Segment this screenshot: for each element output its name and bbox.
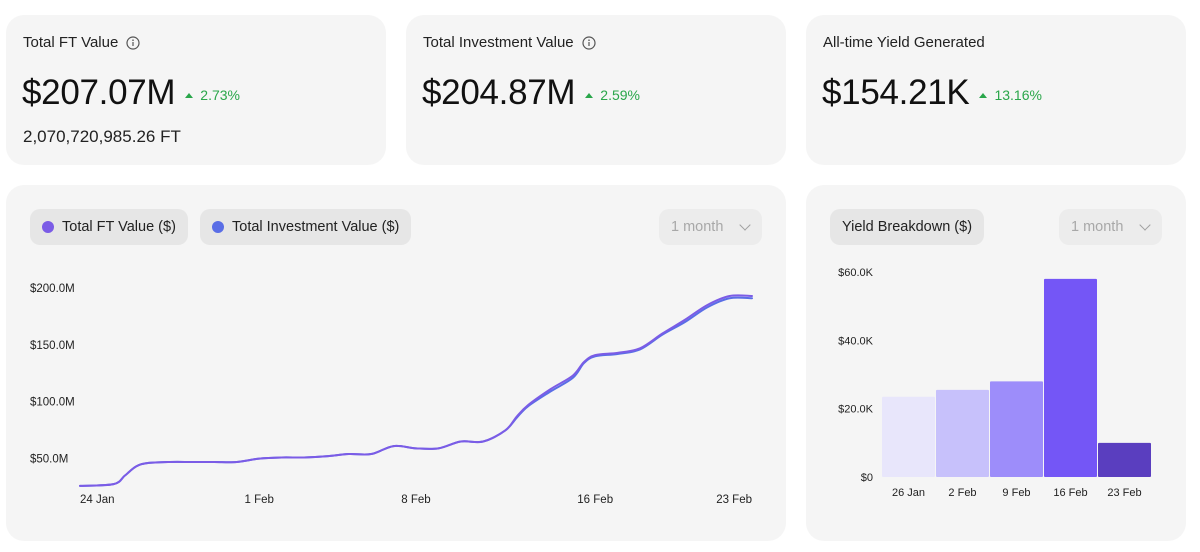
- bar: [936, 389, 989, 477]
- stat-title-text: Total Investment Value: [423, 34, 574, 51]
- legend-label: Total Investment Value ($): [232, 219, 400, 235]
- legend-dot-ft: [42, 221, 54, 233]
- y-tick-label: $200.0M: [30, 283, 75, 295]
- yield-breakdown-panel: Yield Breakdown ($) 1 month $0 $20.0K $40.…: [806, 185, 1186, 541]
- bar: [882, 396, 935, 477]
- x-tick-label: 16 Feb: [1053, 487, 1087, 499]
- range-dropdown[interactable]: 1 month: [659, 209, 762, 245]
- stat-title: All-time Yield Generated: [823, 34, 985, 51]
- stat-value: $154.21K: [822, 73, 970, 112]
- change-badge: 2.59%: [585, 87, 640, 103]
- x-tick-label: 8 Feb: [401, 494, 430, 506]
- change-value: 2.59%: [600, 87, 640, 103]
- y-tick-label: $60.0K: [838, 267, 874, 279]
- y-tick-label: $20.0K: [838, 404, 874, 416]
- x-tick-label: 2 Feb: [948, 487, 976, 499]
- yield-breakdown-title: Yield Breakdown ($): [842, 219, 973, 235]
- stat-value-row: $154.21K 13.16%: [822, 73, 1042, 113]
- stat-value: $207.07M: [22, 73, 176, 112]
- stat-title-text: Total FT Value: [23, 34, 119, 51]
- range-dropdown[interactable]: 1 month: [1059, 209, 1162, 245]
- stat-card-total-ft-value: Total FT Value $207.07M 2.73% 2,070,720,…: [6, 15, 386, 165]
- x-tick-label: 23 Feb: [1107, 487, 1141, 499]
- line-chart: $50.0M $100.0M $150.0M $200.0M 24 Jan 1 Feb 8 …: [30, 283, 753, 506]
- stat-value-row: $204.87M 2.59%: [422, 73, 640, 113]
- change-value: 2.73%: [200, 87, 240, 103]
- info-icon[interactable]: [582, 35, 596, 50]
- range-dropdown-label: 1 month: [671, 219, 724, 235]
- x-tick-label: 23 Feb: [716, 494, 752, 506]
- x-tick-label: 26 Jan: [892, 487, 925, 499]
- change-value: 13.16%: [994, 87, 1042, 103]
- y-tick-label: $40.0K: [838, 335, 874, 347]
- legend-toggle-investment-value[interactable]: Total Investment Value ($): [200, 209, 412, 245]
- legend-dot-investment: [212, 221, 224, 233]
- change-badge: 2.73%: [185, 87, 240, 103]
- x-tick-label: 9 Feb: [1002, 487, 1030, 499]
- y-tick-label: $150.0M: [30, 340, 75, 352]
- stat-subvalue: 2,070,720,985.26 FT: [23, 127, 181, 146]
- stat-title: Total FT Value: [23, 34, 140, 51]
- bar: [1098, 442, 1151, 477]
- x-tick-label: 1 Feb: [244, 494, 273, 506]
- x-tick-label: 24 Jan: [80, 494, 115, 506]
- info-icon[interactable]: [126, 35, 140, 50]
- yield-breakdown-label: Yield Breakdown ($): [830, 209, 985, 245]
- bar-chart: $0 $20.0K $40.0K $60.0K 26 Jan 2 Feb 9 Feb 16 F…: [838, 267, 1151, 499]
- stat-value-row: $207.07M 2.73%: [22, 73, 240, 113]
- stat-title-text: All-time Yield Generated: [823, 34, 985, 51]
- bar: [990, 381, 1043, 477]
- legend-toggle-ft-value[interactable]: Total FT Value ($): [30, 209, 188, 245]
- bar: [1044, 278, 1097, 477]
- value-chart-panel: Total FT Value ($) Total Investment Valu…: [6, 185, 786, 541]
- series-line: [79, 294, 753, 487]
- series-line: [79, 296, 753, 487]
- range-dropdown-label: 1 month: [1071, 219, 1124, 235]
- stat-value: $204.87M: [422, 73, 576, 112]
- y-tick-label: $100.0M: [30, 397, 75, 409]
- legend-label: Total FT Value ($): [62, 219, 176, 235]
- stat-card-all-time-yield: All-time Yield Generated $154.21K 13.16%: [806, 15, 1186, 165]
- stat-card-total-investment-value: Total Investment Value $204.87M 2.59%: [406, 15, 786, 165]
- y-tick-label: $50.0M: [30, 454, 68, 466]
- change-badge: 13.16%: [979, 87, 1042, 103]
- y-tick-label: $0: [861, 472, 873, 484]
- x-tick-label: 16 Feb: [577, 494, 613, 506]
- stat-title: Total Investment Value: [423, 34, 596, 51]
- arrow-up-icon: [979, 92, 988, 98]
- arrow-up-icon: [185, 92, 194, 98]
- arrow-up-icon: [585, 92, 594, 98]
